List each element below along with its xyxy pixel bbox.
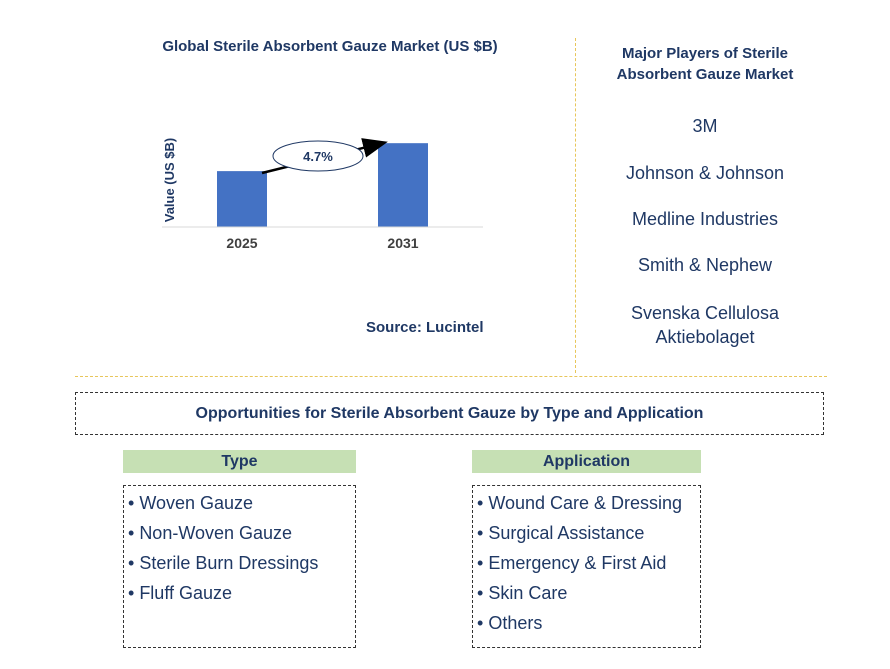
application-item: Others [477,608,700,638]
player-item: Svenska Cellulosa Aktiebolaget [590,301,820,349]
chart-title: Global Sterile Absorbent Gauze Market (U… [162,38,498,55]
player-item: Johnson & Johnson [590,161,820,185]
opportunities-title-box: Opportunities for Sterile Absorbent Gauz… [75,392,824,435]
horizontal-divider [75,376,827,377]
player-name: 3M [692,116,718,136]
bar-2025 [217,171,267,227]
opportunities-title: Opportunities for Sterile Absorbent Gauz… [195,404,704,422]
players-title-line: Absorbent Gauze Market [616,66,794,83]
cagr-bubble [272,140,364,172]
type-item: Sterile Burn Dressings [128,548,355,578]
y-axis-label: Value (US $B) [162,138,177,223]
player-name: Svenska Cellulosa [630,303,780,323]
x-tick-label: 2025 [226,235,257,251]
type-list: Woven Gauze Non-Woven Gauze Sterile Burn… [123,485,356,648]
application-list: Wound Care & Dressing Surgical Assistanc… [472,485,701,648]
bar-chart: Value (US $B) 2025 2031 4.7% [162,138,483,251]
type-item: Woven Gauze [128,488,355,518]
application-item: Emergency & First Aid [477,548,700,578]
type-header: Type [123,450,356,473]
players-title-line: Major Players of Sterile [622,45,788,62]
bar-2031 [378,143,428,227]
application-item: Skin Care [477,578,700,608]
players-title: Major Players of Sterile Absorbent Gauze… [590,43,820,85]
player-name: Johnson & Johnson [625,163,785,183]
player-item: 3M [590,114,820,138]
player-name: Aktiebolaget [655,327,755,347]
type-item: Fluff Gauze [128,578,355,608]
player-name: Medline Industries [631,209,779,229]
type-item: Non-Woven Gauze [128,518,355,548]
player-item: Smith & Nephew [590,253,820,277]
source-label: Source: Lucintel [366,319,484,336]
player-name: Smith & Nephew [637,255,773,275]
application-item: Wound Care & Dressing [477,488,700,518]
application-item: Surgical Assistance [477,518,700,548]
application-header: Application [472,450,701,473]
cagr-label: 4.7% [303,149,333,164]
x-tick-label: 2031 [387,235,418,251]
player-item: Medline Industries [590,207,820,231]
vertical-divider [575,38,576,373]
